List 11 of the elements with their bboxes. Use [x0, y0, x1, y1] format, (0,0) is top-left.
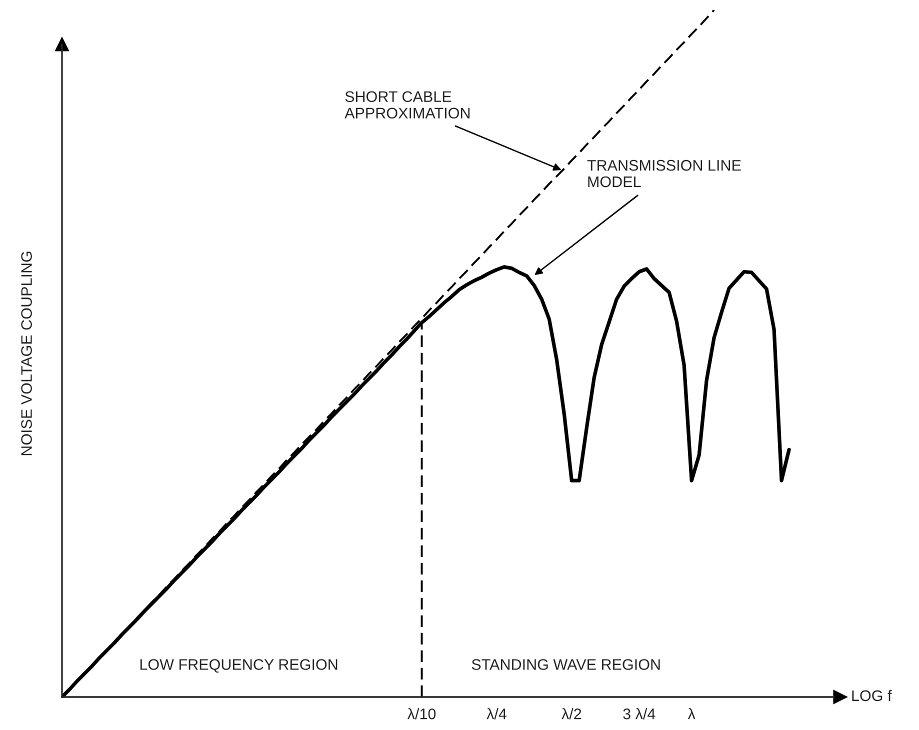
x-tick-label: λ/10 — [407, 708, 436, 720]
x-tick-label: 3 λ/4 — [623, 708, 656, 720]
y-axis-title: NOISE VOLTAGE COUPLING — [21, 252, 32, 456]
annotation: TRANSMISSION LINE MODEL — [587, 160, 741, 188]
x-axis-title: LOG f — [852, 690, 892, 702]
annotation: LOW FREQUENCY REGION — [140, 659, 338, 673]
x-tick-label: λ/2 — [562, 708, 582, 720]
annotation: STANDING WAVE REGION — [472, 659, 660, 670]
x-tick-label: λ — [688, 708, 696, 720]
annotation: SHORT CABLE APPROXIMATION — [344, 91, 470, 119]
x-tick-label: λ/4 — [486, 708, 506, 720]
